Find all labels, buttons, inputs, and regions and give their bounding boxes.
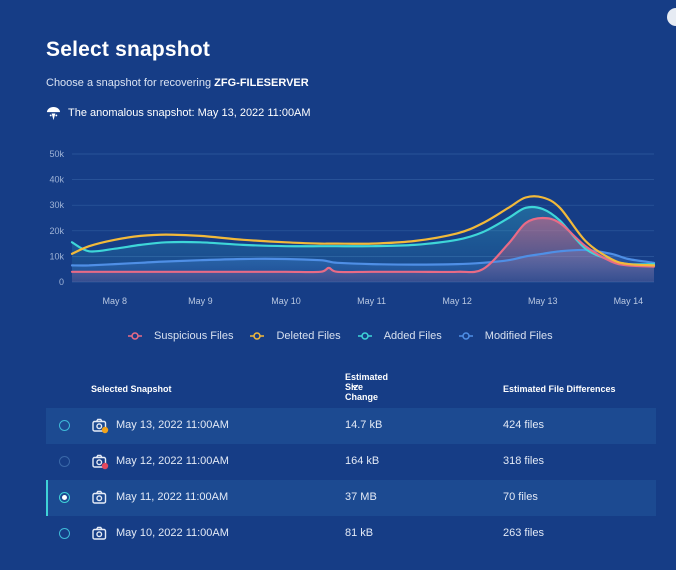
snapshot-size: 14.7 kB bbox=[345, 419, 383, 431]
deleted-series-line bbox=[70, 195, 656, 267]
legend-modified[interactable]: Modified Files bbox=[458, 330, 553, 342]
selected-row-indicator bbox=[46, 480, 48, 516]
y-tick-label: 20k bbox=[49, 226, 64, 236]
camera-icon bbox=[92, 418, 109, 434]
snapshot-row[interactable]: May 10, 2022 11:00AM 81 kB 263 files bbox=[46, 516, 656, 552]
x-tick-label: May 14 bbox=[614, 296, 644, 306]
column-selected-snapshot: Selected Snapshot bbox=[91, 384, 172, 394]
snapshot-size: 81 kB bbox=[345, 527, 374, 539]
x-tick-label: May 12 bbox=[442, 296, 472, 306]
chevron-down-icon[interactable] bbox=[351, 384, 359, 390]
snapshot-row[interactable]: May 12, 2022 11:00AM 164 kB 318 files bbox=[46, 444, 656, 480]
x-tick-label: May 11 bbox=[357, 296, 386, 306]
snapshot-date: May 13, 2022 11:00AM bbox=[116, 419, 229, 431]
y-tick-label: 40k bbox=[49, 175, 64, 185]
legend-modified-label: Modified Files bbox=[484, 330, 553, 342]
snapshot-radio[interactable] bbox=[59, 528, 70, 539]
snapshot-row-selected[interactable]: May 11, 2022 11:00AM 37 MB 70 files bbox=[46, 480, 656, 516]
suspicious-area bbox=[72, 218, 654, 282]
snapshot-table-header: Selected Snapshot Estimated Size Change … bbox=[0, 372, 676, 402]
window-corner-button[interactable] bbox=[667, 8, 676, 26]
modified-series-line bbox=[70, 248, 656, 267]
page-subtitle: Choose a snapshot for recovering ZFG-FIL… bbox=[46, 77, 309, 89]
subtitle-text: Choose a snapshot for recovering bbox=[46, 77, 212, 89]
chart-legend: Suspicious Files Deleted Files Added Fil… bbox=[128, 330, 570, 342]
y-tick-label: 30k bbox=[49, 200, 64, 210]
snapshot-radio[interactable] bbox=[59, 456, 70, 467]
snapshot-files: 424 files bbox=[503, 419, 544, 431]
file-change-chart: 0 10k 20k 30k 40k 50k May 8 May 9 May 10 May 11 M… bbox=[49, 149, 656, 306]
legend-added-label: Added Files bbox=[383, 330, 442, 342]
snapshot-files: 70 files bbox=[503, 491, 538, 503]
column-size-change[interactable]: Estimated Size Change bbox=[345, 372, 388, 402]
snapshot-files: 263 files bbox=[503, 527, 544, 539]
anomaly-icon bbox=[46, 106, 61, 120]
legend-deleted-label: Deleted Files bbox=[276, 330, 341, 342]
snapshot-size: 164 kB bbox=[345, 455, 380, 467]
camera-icon bbox=[92, 526, 107, 540]
x-tick-label: May 9 bbox=[188, 296, 213, 306]
column-size-change-label: Estimated Size Change bbox=[345, 372, 389, 402]
x-tick-label: May 13 bbox=[528, 296, 558, 306]
snapshot-files: 318 files bbox=[503, 455, 544, 467]
page-title: Select snapshot bbox=[46, 38, 211, 61]
legend-deleted-marker bbox=[250, 332, 265, 340]
y-tick-label: 50k bbox=[49, 149, 64, 159]
snapshot-date: May 10, 2022 11:00AM bbox=[116, 527, 229, 539]
camera-icon bbox=[92, 490, 107, 504]
y-tick-label: 0 bbox=[59, 277, 64, 287]
snapshot-size: 37 MB bbox=[345, 491, 377, 503]
anomaly-notice: The anomalous snapshot: May 13, 2022 11:… bbox=[46, 104, 311, 122]
legend-suspicious-marker bbox=[128, 332, 142, 340]
y-tick-label: 10k bbox=[49, 251, 64, 261]
legend-suspicious-label: Suspicious Files bbox=[154, 330, 234, 342]
camera-icon bbox=[92, 454, 109, 470]
anomaly-text: The anomalous snapshot: May 13, 2022 11:… bbox=[68, 107, 311, 119]
snapshot-date: May 12, 2022 11:00AM bbox=[116, 455, 229, 467]
legend-added[interactable]: Added Files bbox=[357, 330, 442, 342]
x-tick-label: May 8 bbox=[103, 296, 128, 306]
legend-added-marker bbox=[357, 332, 372, 340]
alert-badge-icon bbox=[101, 462, 109, 470]
legend-deleted[interactable]: Deleted Files bbox=[250, 330, 341, 342]
legend-suspicious[interactable]: Suspicious Files bbox=[128, 330, 233, 342]
x-tick-label: May 10 bbox=[271, 296, 301, 306]
column-file-differences: Estimated File Differences bbox=[503, 384, 616, 394]
snapshot-radio[interactable] bbox=[59, 420, 70, 431]
legend-modified-marker bbox=[458, 332, 473, 340]
snapshot-row[interactable]: May 13, 2022 11:00AM 14.7 kB 424 files bbox=[46, 408, 656, 444]
server-name: ZFG-FILESERVER bbox=[214, 77, 309, 89]
snapshot-date: May 11, 2022 11:00AM bbox=[116, 491, 229, 503]
snapshot-radio-selected[interactable] bbox=[59, 492, 70, 503]
suspicious-series-line bbox=[70, 216, 656, 274]
warning-badge-icon bbox=[101, 426, 109, 434]
